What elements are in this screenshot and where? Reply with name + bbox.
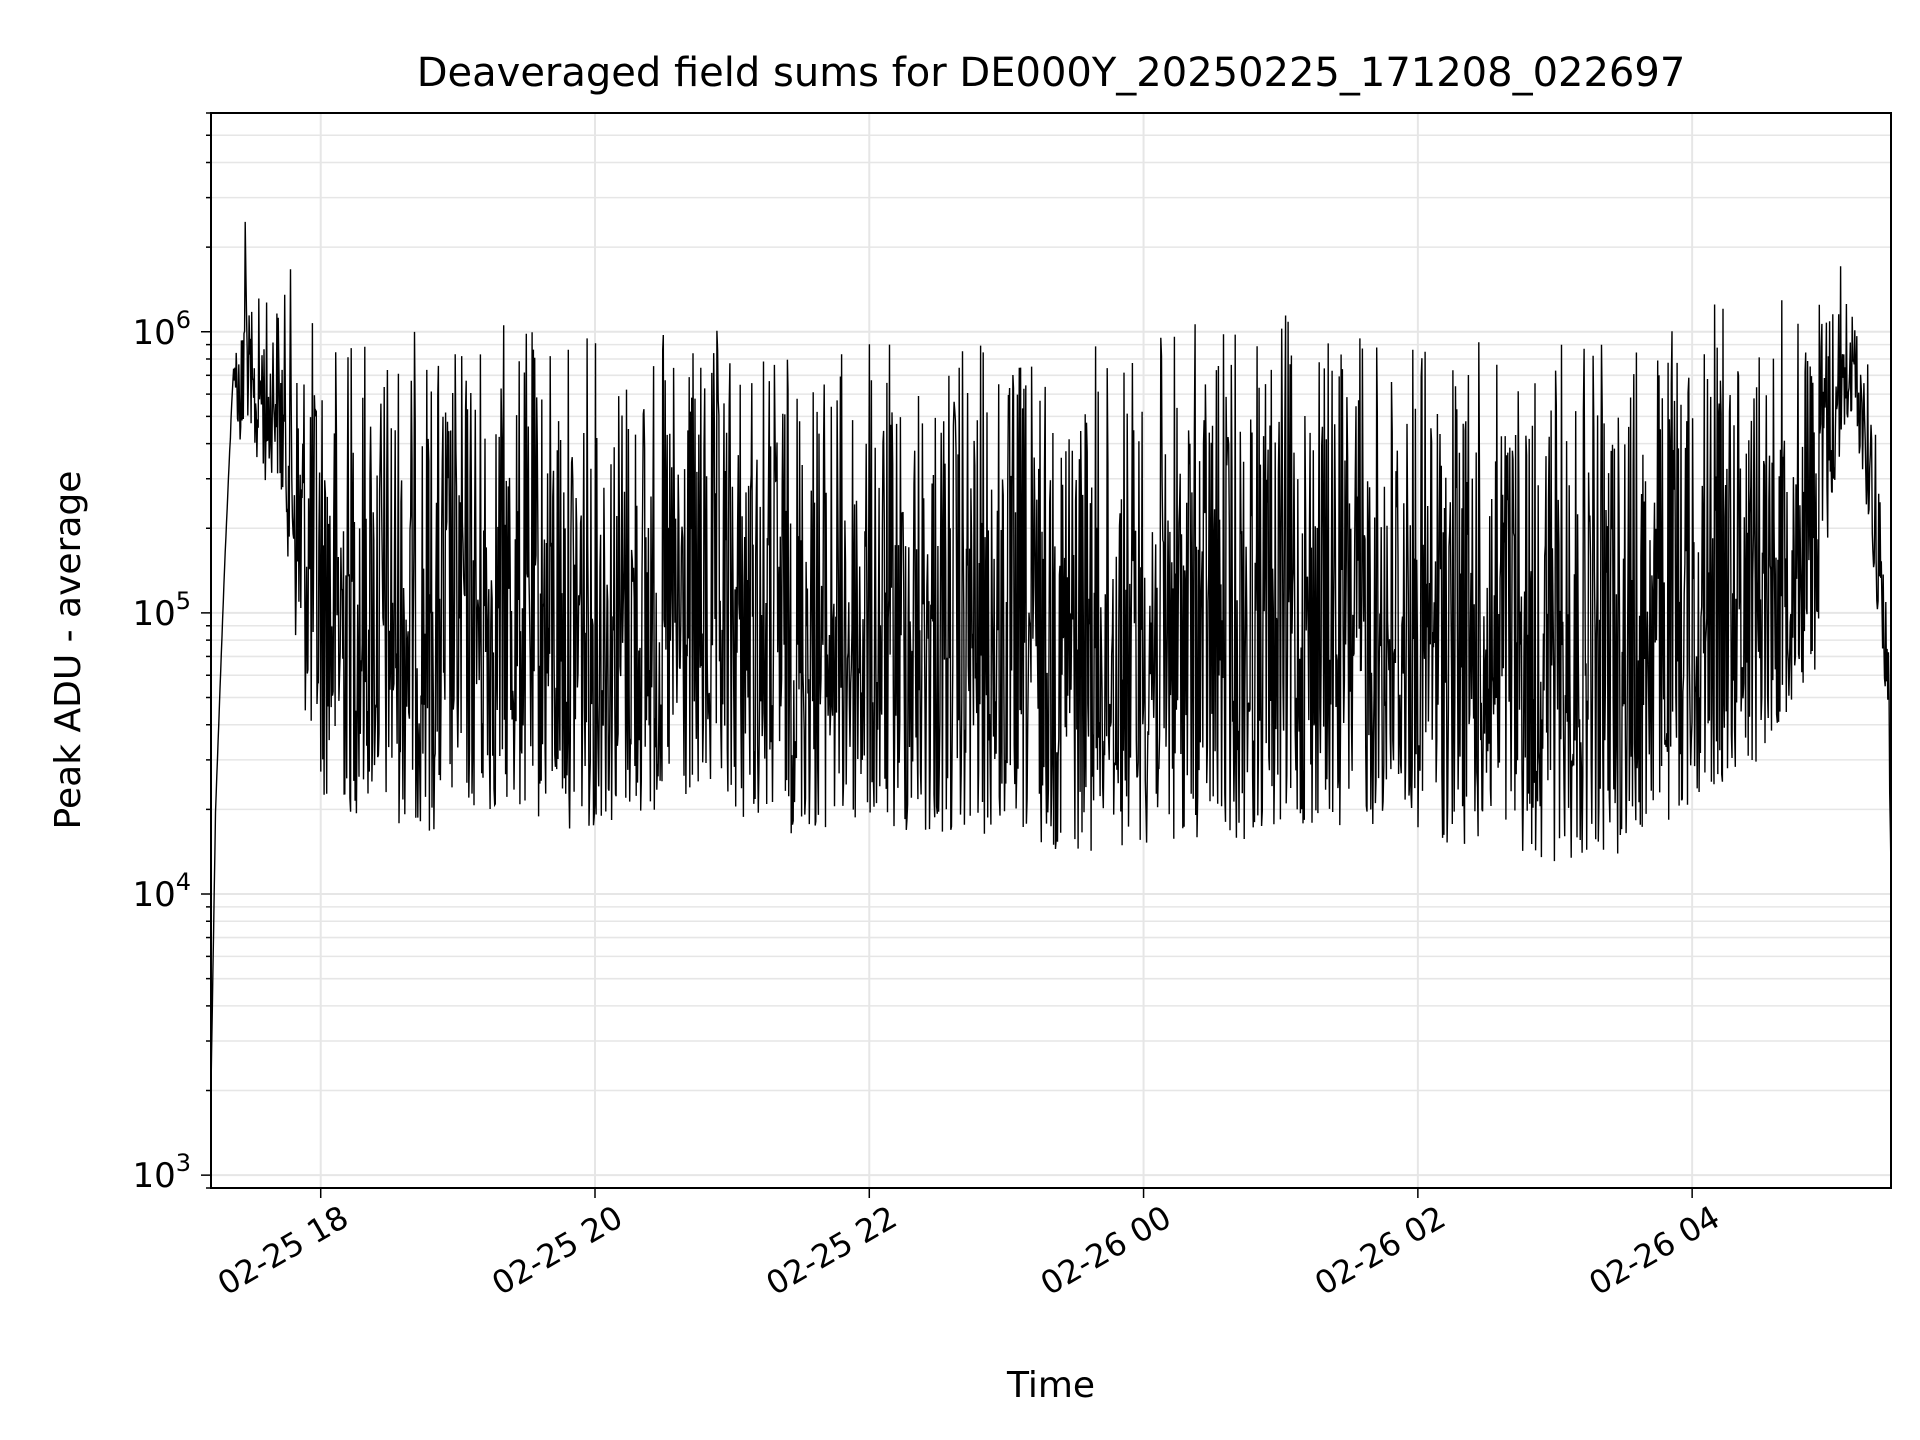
y-tick-label: 106 — [132, 306, 191, 353]
chart-title: Deaveraged field sums for DE000Y_2025022… — [417, 50, 1686, 96]
y-tick-exponent: 6 — [176, 306, 191, 334]
y-tick-exponent: 4 — [176, 868, 191, 896]
y-tick-exponent: 3 — [176, 1149, 191, 1177]
x-axis-label: Time — [1006, 1365, 1095, 1406]
series-line — [210, 221, 1892, 1091]
y-axis-label: Peak ADU - average — [48, 471, 89, 830]
y-tick-base: 10 — [132, 313, 175, 353]
plot-area — [210, 221, 1892, 1091]
y-tick-base: 10 — [132, 1156, 175, 1196]
y-tick-label: 105 — [132, 587, 191, 634]
axes-frame — [210, 112, 1892, 1189]
y-tick-label: 104 — [132, 868, 191, 915]
y-tick-base: 10 — [132, 594, 175, 634]
y-tick-base: 10 — [132, 875, 175, 915]
y-tick-exponent: 5 — [176, 587, 191, 615]
y-tick-label: 103 — [132, 1149, 191, 1196]
